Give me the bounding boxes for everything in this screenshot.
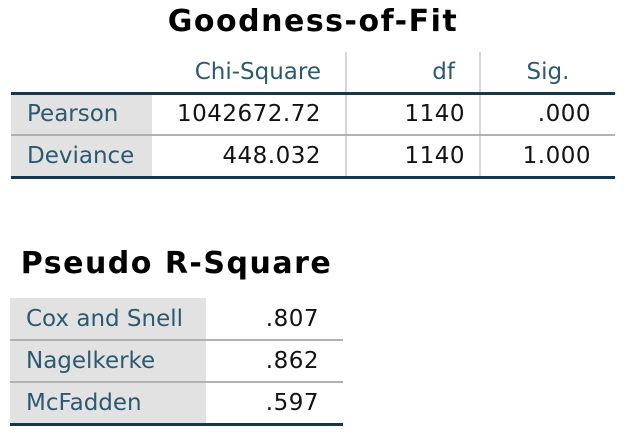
table-row-nagelkerke: Nagelkerke .862 <box>10 340 343 383</box>
pseudo-r-square-title: Pseudo R-Square <box>20 246 333 281</box>
cell-pearson-chi-square: 1042672.72 <box>152 93 346 136</box>
row-label-deviance: Deviance <box>11 135 152 179</box>
cell-pearson-sig: .000 <box>479 93 615 136</box>
column-header-sig: Sig. <box>479 52 615 95</box>
cell-mcfadden-value: .597 <box>206 382 343 426</box>
goodness-of-fit-table: Chi-Square df Sig. Pearson 1042672.72 11… <box>11 52 615 179</box>
table-row-cox-and-snell: Cox and Snell .807 <box>10 298 343 341</box>
row-label-mcfadden: McFadden <box>10 382 206 426</box>
goodness-of-fit-header-row: Chi-Square df Sig. <box>11 52 615 95</box>
cell-cox-and-snell-value: .807 <box>206 298 343 341</box>
row-label-pearson: Pearson <box>11 93 152 136</box>
cell-deviance-chi-square: 448.032 <box>152 135 346 179</box>
pseudo-r-square-table: Cox and Snell .807 Nagelkerke .862 McFad… <box>10 298 343 426</box>
row-label-cox-and-snell: Cox and Snell <box>10 298 206 341</box>
cell-nagelkerke-value: .862 <box>206 340 343 383</box>
column-header-stub <box>11 52 152 95</box>
cell-deviance-sig: 1.000 <box>479 135 615 179</box>
goodness-of-fit-title: Goodness-of-Fit <box>167 4 459 39</box>
table-row-mcfadden: McFadden .597 <box>10 382 343 426</box>
row-label-nagelkerke: Nagelkerke <box>10 340 206 383</box>
column-header-chi-square: Chi-Square <box>152 52 346 95</box>
table-row-pearson: Pearson 1042672.72 1140 .000 <box>11 93 615 136</box>
cell-deviance-df: 1140 <box>345 135 480 179</box>
column-header-df: df <box>345 52 480 95</box>
cell-pearson-df: 1140 <box>345 93 480 136</box>
table-row-deviance: Deviance 448.032 1140 1.000 <box>11 135 615 179</box>
